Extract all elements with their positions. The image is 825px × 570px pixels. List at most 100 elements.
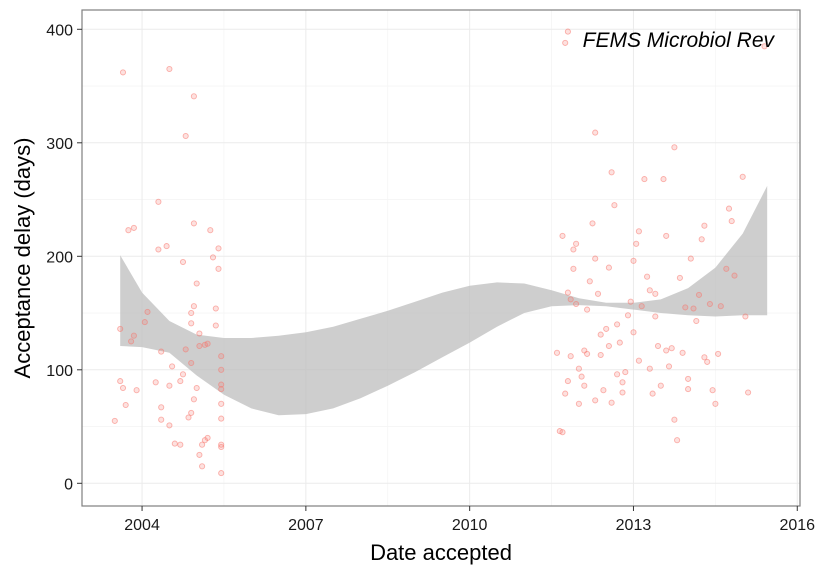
data-point (584, 306, 591, 313)
data-point (564, 289, 571, 296)
data-point (163, 243, 170, 250)
y-tick-label: 100 (46, 363, 73, 380)
data-point (567, 296, 574, 303)
data-point (193, 384, 200, 392)
data-point (698, 236, 705, 243)
data-point (218, 353, 225, 360)
data-point (166, 422, 173, 429)
data-point (190, 396, 197, 403)
data-point (130, 332, 137, 339)
data-point (592, 129, 599, 136)
journal-annotation: FEMS Microbiol Rev (583, 29, 776, 52)
data-point (600, 387, 607, 394)
data-point (218, 381, 225, 388)
data-point (717, 303, 724, 310)
data-point (622, 369, 629, 376)
data-point (644, 273, 651, 280)
data-point (611, 202, 618, 209)
data-points (111, 28, 768, 477)
data-point (190, 93, 197, 100)
data-point (179, 371, 187, 378)
data-point (635, 228, 642, 235)
smooth-confidence-band (120, 185, 768, 416)
data-point (745, 389, 752, 396)
data-point (128, 338, 135, 345)
data-point (177, 378, 184, 385)
data-point (608, 169, 615, 176)
confidence-ribbon (120, 185, 768, 416)
plot-panel-background (82, 10, 800, 506)
data-point (594, 290, 602, 297)
data-point (709, 387, 716, 394)
y-axis-title: Acceptance delay (days) (10, 138, 35, 379)
data-point (619, 379, 626, 386)
data-point (652, 290, 659, 297)
data-point (619, 389, 626, 396)
data-point (603, 325, 610, 332)
data-point (605, 342, 612, 350)
data-point (706, 300, 713, 308)
data-point (641, 176, 648, 183)
data-point (679, 349, 686, 356)
data-point (654, 342, 662, 350)
data-point (671, 416, 678, 423)
data-point (218, 366, 225, 373)
data-point (725, 205, 733, 212)
data-point (731, 272, 738, 279)
data-point (196, 451, 203, 458)
data-point (761, 43, 768, 50)
data-point (685, 386, 692, 393)
data-point (133, 387, 140, 394)
data-point (182, 346, 189, 353)
data-point (111, 417, 118, 424)
data-point (199, 441, 206, 448)
data-point (614, 371, 621, 378)
data-point (742, 313, 749, 320)
data-point (597, 351, 604, 359)
data-point (723, 265, 730, 272)
data-point (190, 303, 197, 310)
data-point (215, 265, 222, 272)
data-point (169, 363, 176, 370)
data-point (196, 330, 203, 337)
data-point (624, 312, 632, 319)
data-point (586, 278, 593, 285)
data-point (578, 373, 585, 380)
data-point (676, 274, 683, 281)
data-point (701, 222, 708, 229)
data-point (185, 414, 192, 421)
x-tick-label: 2007 (288, 517, 324, 534)
data-point (693, 317, 700, 325)
data-point (589, 220, 596, 227)
data-point (663, 347, 670, 354)
data-point (584, 350, 591, 357)
data-point (573, 300, 580, 308)
data-point (190, 220, 197, 227)
data-point (715, 350, 722, 357)
data-point (646, 287, 653, 294)
data-point (218, 400, 225, 407)
y-tick-label: 0 (64, 476, 73, 493)
data-point (171, 440, 178, 447)
data-point (130, 224, 137, 231)
data-point (188, 320, 195, 327)
data-point (177, 441, 184, 448)
data-point (562, 390, 569, 397)
data-point (627, 298, 634, 305)
data-point (188, 309, 195, 317)
data-point (559, 232, 566, 239)
data-point (207, 227, 214, 234)
data-point (663, 232, 670, 239)
data-point (701, 354, 708, 361)
data-point (597, 331, 604, 338)
grid-lines (82, 10, 800, 506)
data-point (564, 378, 571, 385)
data-point (704, 358, 711, 365)
data-point (657, 382, 664, 389)
y-tick-label: 400 (46, 22, 73, 39)
data-point (564, 28, 571, 35)
data-point (117, 325, 124, 332)
x-tick-label: 2004 (124, 517, 160, 534)
data-point (608, 399, 615, 406)
data-point (573, 240, 580, 247)
